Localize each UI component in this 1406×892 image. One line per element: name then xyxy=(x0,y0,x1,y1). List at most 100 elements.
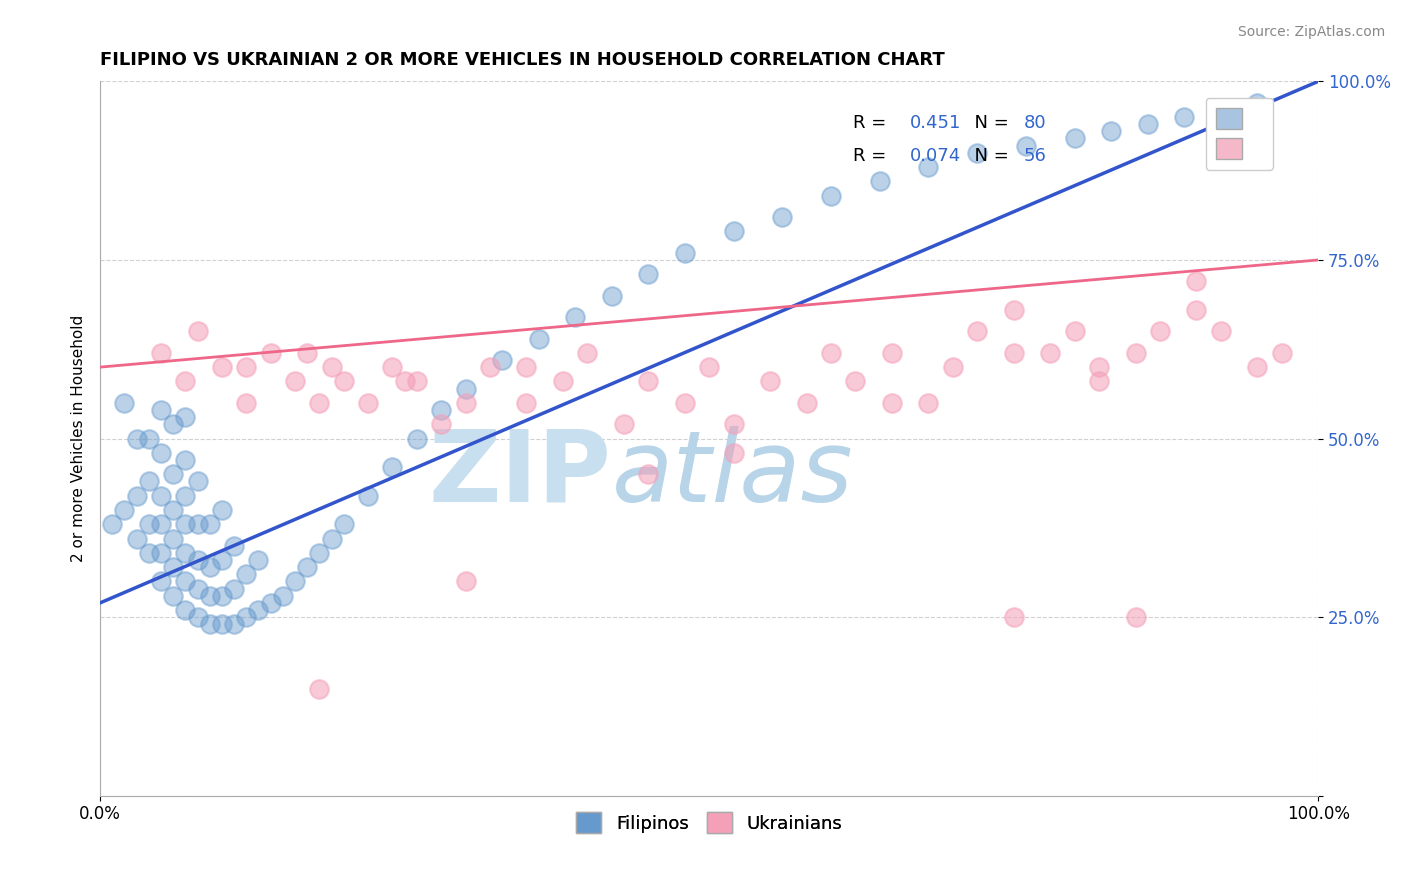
Point xyxy=(394,375,416,389)
Point xyxy=(576,346,599,360)
Point xyxy=(1088,360,1111,375)
Point xyxy=(844,375,866,389)
Point xyxy=(637,267,659,281)
Point xyxy=(1149,325,1171,339)
Point xyxy=(260,346,283,360)
Point xyxy=(174,410,197,425)
Point xyxy=(284,574,307,589)
Point xyxy=(1125,346,1147,360)
Point xyxy=(174,574,197,589)
Point xyxy=(125,489,148,503)
Point xyxy=(880,346,903,360)
Text: 80: 80 xyxy=(1024,114,1046,132)
Point xyxy=(162,532,184,546)
Text: 56: 56 xyxy=(1024,147,1046,165)
Point xyxy=(1185,274,1208,288)
Point xyxy=(247,553,270,567)
Point xyxy=(235,567,257,582)
Point xyxy=(308,681,330,696)
Point xyxy=(820,346,842,360)
Point xyxy=(770,210,793,224)
Point xyxy=(1246,95,1268,110)
Point xyxy=(198,617,221,632)
Point xyxy=(138,475,160,489)
Point xyxy=(224,617,246,632)
Point xyxy=(187,553,209,567)
Point xyxy=(613,417,636,432)
Point xyxy=(880,396,903,410)
Point xyxy=(515,360,537,375)
Point xyxy=(966,325,988,339)
Point xyxy=(308,546,330,560)
Text: ZIP: ZIP xyxy=(429,425,612,523)
Text: N =: N = xyxy=(963,147,1014,165)
Point xyxy=(187,610,209,624)
Point xyxy=(162,467,184,482)
Point xyxy=(454,574,477,589)
Point xyxy=(673,396,696,410)
Point xyxy=(187,517,209,532)
Point xyxy=(1185,302,1208,317)
Point xyxy=(1209,325,1232,339)
Text: 0.451: 0.451 xyxy=(910,114,962,132)
Point xyxy=(966,145,988,160)
Point xyxy=(211,617,233,632)
Point xyxy=(357,396,380,410)
Point xyxy=(1271,346,1294,360)
Point xyxy=(150,346,173,360)
Point xyxy=(515,396,537,410)
Point xyxy=(297,560,319,574)
Y-axis label: 2 or more Vehicles in Household: 2 or more Vehicles in Household xyxy=(72,315,86,562)
Point xyxy=(1063,131,1085,145)
Point xyxy=(174,603,197,617)
Point xyxy=(332,375,354,389)
Point xyxy=(1099,124,1122,138)
Point xyxy=(211,589,233,603)
Point xyxy=(162,589,184,603)
Point xyxy=(174,517,197,532)
Point xyxy=(454,382,477,396)
Point xyxy=(723,446,745,460)
Point xyxy=(637,467,659,482)
Point xyxy=(174,489,197,503)
Point xyxy=(454,396,477,410)
Point xyxy=(478,360,501,375)
Point xyxy=(1136,117,1159,131)
Point xyxy=(697,360,720,375)
Point xyxy=(198,560,221,574)
Point xyxy=(187,582,209,596)
Point xyxy=(224,582,246,596)
Point xyxy=(405,432,427,446)
Point xyxy=(138,546,160,560)
Point xyxy=(321,360,343,375)
Text: Source: ZipAtlas.com: Source: ZipAtlas.com xyxy=(1237,25,1385,39)
Point xyxy=(1039,346,1062,360)
Point xyxy=(869,174,891,188)
Point xyxy=(174,546,197,560)
Point xyxy=(1246,360,1268,375)
Point xyxy=(174,375,197,389)
Point xyxy=(405,375,427,389)
Point xyxy=(1088,375,1111,389)
Point xyxy=(1002,610,1025,624)
Point xyxy=(260,596,283,610)
Point xyxy=(114,396,136,410)
Point xyxy=(150,489,173,503)
Point xyxy=(551,375,574,389)
Point xyxy=(235,610,257,624)
Point xyxy=(723,417,745,432)
Text: R =: R = xyxy=(853,147,891,165)
Point xyxy=(1209,103,1232,117)
Point xyxy=(1173,110,1195,124)
Point xyxy=(162,503,184,517)
Point xyxy=(1125,610,1147,624)
Point xyxy=(162,560,184,574)
Point xyxy=(211,360,233,375)
Point xyxy=(101,517,124,532)
Point xyxy=(187,475,209,489)
Point xyxy=(1015,138,1038,153)
Point xyxy=(917,160,939,174)
Text: R =: R = xyxy=(853,114,891,132)
Point xyxy=(297,346,319,360)
Point xyxy=(430,417,453,432)
